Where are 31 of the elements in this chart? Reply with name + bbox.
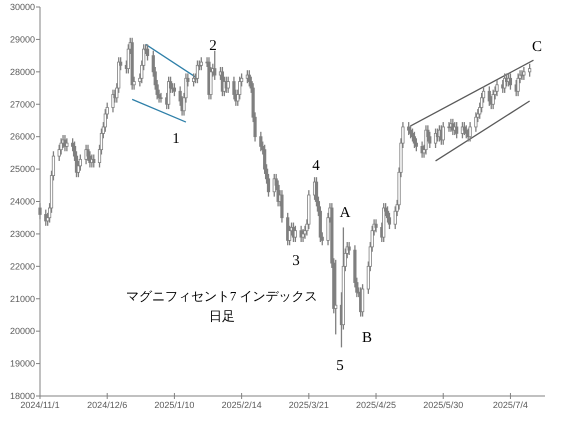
annotation: 3 (292, 253, 300, 269)
x-tick-label: 2025/7/4 (492, 400, 528, 410)
annotation: 1 (172, 131, 180, 147)
annotation: C (532, 39, 542, 55)
y-tick-label: 29000 (10, 34, 35, 44)
y-tick-label: 19000 (10, 358, 35, 369)
annotation: B (362, 330, 372, 346)
y-tick-label: 24000 (10, 196, 35, 206)
x-tick-label: 2025/1/10 (154, 400, 194, 410)
x-tick-label: 2025/3/21 (288, 400, 329, 410)
y-tick-label: 23000 (10, 228, 35, 239)
y-tick-label: 18000 (10, 391, 35, 401)
y-tick-label: 21000 (10, 294, 35, 304)
y-tick-label: 28000 (10, 66, 35, 77)
y-tick-label: 25000 (10, 164, 35, 174)
y-tick-label: 30000 (10, 2, 35, 12)
y-tick-label: 20000 (10, 326, 35, 336)
y-tick-label: 22000 (10, 261, 35, 272)
y-tick-label: 27000 (10, 99, 35, 110)
x-tick-label: 2025/4/25 (356, 400, 396, 410)
text: 日足 (208, 308, 235, 324)
annotation: 4 (312, 158, 320, 174)
y-tick-label: 26000 (10, 132, 35, 142)
annotation: 5 (336, 358, 344, 374)
x-tick-label: 2024/12/6 (87, 400, 128, 410)
x-tick-label: 2025/5/30 (423, 400, 464, 410)
annotation: 2 (209, 38, 217, 54)
annotation: A (340, 205, 351, 221)
x-tick-label: 2025/2/14 (222, 400, 262, 410)
text: マグニフィセント7 インデックス (126, 288, 318, 304)
x-tick-label: 2024/11/1 (20, 400, 60, 410)
